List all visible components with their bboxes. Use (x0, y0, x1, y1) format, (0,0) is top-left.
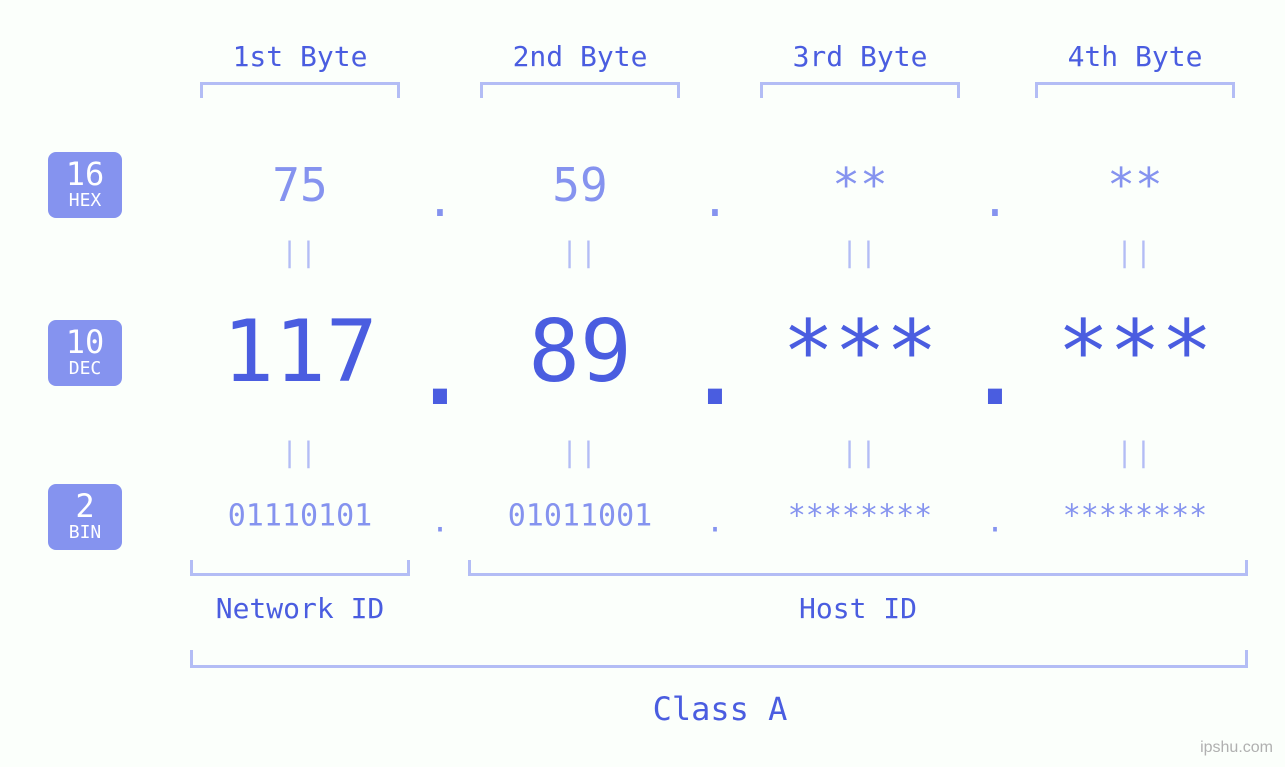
badge-bin: 2 BIN (48, 484, 122, 550)
class-bracket (190, 650, 1248, 668)
bin-byte-3: ******** (788, 499, 933, 534)
eq-2-4: || (1116, 436, 1154, 469)
top-bracket-4 (1035, 82, 1235, 98)
eq-1-1: || (281, 236, 319, 269)
bin-byte-4: ******** (1063, 499, 1208, 534)
dec-byte-2: 89 (528, 302, 632, 402)
eq-2-1: || (281, 436, 319, 469)
top-bracket-1 (200, 82, 400, 98)
dec-dot-1: . (414, 325, 466, 425)
hex-dot-3: . (981, 173, 1009, 227)
byte-header-3: 3rd Byte (793, 40, 928, 73)
badge-dec-label: DEC (48, 360, 122, 378)
top-bracket-2 (480, 82, 680, 98)
eq-2-3: || (841, 436, 879, 469)
badge-bin-num: 2 (48, 490, 122, 522)
network-id-label: Network ID (216, 592, 385, 625)
host-bracket (468, 560, 1248, 576)
eq-1-3: || (841, 236, 879, 269)
hex-byte-1: 75 (272, 158, 327, 212)
hex-byte-3: ** (832, 158, 887, 212)
hex-byte-2: 59 (552, 158, 607, 212)
badge-dec-num: 10 (48, 326, 122, 358)
badge-dec: 10 DEC (48, 320, 122, 386)
bin-byte-2: 01011001 (508, 499, 653, 534)
bin-byte-1: 01110101 (228, 499, 373, 534)
host-id-label: Host ID (799, 592, 917, 625)
hex-dot-1: . (426, 173, 454, 227)
class-label: Class A (653, 690, 788, 728)
badge-hex: 16 HEX (48, 152, 122, 218)
bin-dot-3: . (986, 505, 1004, 540)
byte-header-4: 4th Byte (1068, 40, 1203, 73)
byte-header-1: 1st Byte (233, 40, 368, 73)
network-bracket (190, 560, 410, 576)
top-bracket-3 (760, 82, 960, 98)
dec-byte-1: 117 (222, 302, 377, 402)
bin-dot-2: . (706, 505, 724, 540)
eq-1-2: || (561, 236, 599, 269)
hex-dot-2: . (701, 173, 729, 227)
badge-hex-label: HEX (48, 192, 122, 210)
dec-dot-2: . (689, 325, 741, 425)
byte-header-2: 2nd Byte (513, 40, 648, 73)
ip-diagram: 1st Byte 2nd Byte 3rd Byte 4th Byte 16 H… (0, 0, 1285, 767)
watermark: ipshu.com (1200, 739, 1273, 757)
eq-1-4: || (1116, 236, 1154, 269)
bin-dot-1: . (431, 505, 449, 540)
badge-bin-label: BIN (48, 524, 122, 542)
dec-dot-3: . (969, 325, 1021, 425)
dec-byte-3: *** (782, 302, 937, 402)
badge-hex-num: 16 (48, 158, 122, 190)
eq-2-2: || (561, 436, 599, 469)
dec-byte-4: *** (1057, 302, 1212, 402)
hex-byte-4: ** (1107, 158, 1162, 212)
